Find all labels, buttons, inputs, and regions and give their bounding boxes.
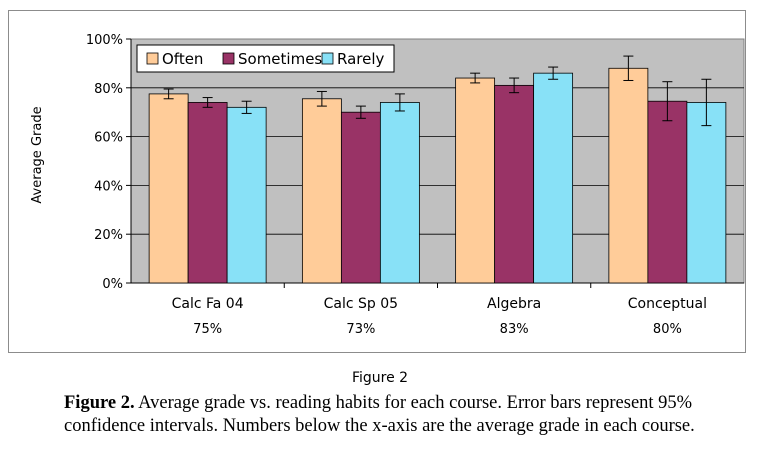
bar-sometimes-2 [494, 84, 535, 284]
bar-often-0 [148, 93, 189, 284]
legend-label-rarely: Rarely [337, 50, 385, 68]
y-tick-label: 40% [94, 179, 123, 194]
y-tick-label: 60% [94, 131, 123, 146]
y-tick-label: 100% [86, 33, 123, 48]
bar-rarely-1 [379, 102, 420, 284]
bar-sometimes-3 [647, 100, 688, 284]
category-average-label: 83% [500, 322, 529, 337]
caption-text: Average grade vs. reading habits for eac… [64, 393, 695, 436]
legend-label-often: Often [162, 50, 203, 68]
bar-sometimes-0 [187, 102, 228, 284]
figure-label: Figure 2 [351, 370, 409, 386]
bar-often-2 [455, 77, 496, 284]
category-average-label: 80% [653, 322, 682, 337]
x-category-label: Algebra [487, 296, 541, 312]
legend-swatch-often [146, 52, 159, 65]
chart-frame: 0% 20% 40% 60% 80% 100% Average Grade Calc Fa 0… [8, 10, 746, 353]
y-tick-label: 20% [94, 228, 123, 243]
y-axis-label: Average Grade [30, 106, 45, 203]
bar-rarely-0 [226, 106, 267, 284]
bar-often-3 [608, 67, 649, 284]
legend-box [136, 44, 395, 73]
category-average-label: 75% [193, 322, 222, 337]
bar-sometimes-1 [340, 111, 381, 284]
caption-bold: Figure 2. [64, 393, 135, 413]
legend-swatch-rarely [321, 52, 334, 65]
bar-often-1 [301, 98, 342, 284]
category-average-label: 73% [346, 322, 375, 337]
x-category-label: Conceptual [628, 296, 707, 312]
y-tick-label: 0% [102, 277, 123, 292]
legend-label-sometimes: Sometimes [238, 50, 322, 68]
bar-rarely-3 [686, 102, 727, 284]
figure-caption: Figure 2. Average grade vs. reading habi… [64, 392, 714, 438]
bar-rarely-2 [533, 72, 574, 284]
x-category-label: Calc Sp 05 [324, 296, 398, 312]
x-category-label: Calc Fa 04 [172, 296, 244, 312]
bar-chart: 0% 20% 40% 60% 80% 100% Average Grade Calc Fa 0… [30, 33, 745, 337]
legend-swatch-sometimes [222, 52, 235, 65]
y-tick-label: 80% [94, 82, 123, 97]
